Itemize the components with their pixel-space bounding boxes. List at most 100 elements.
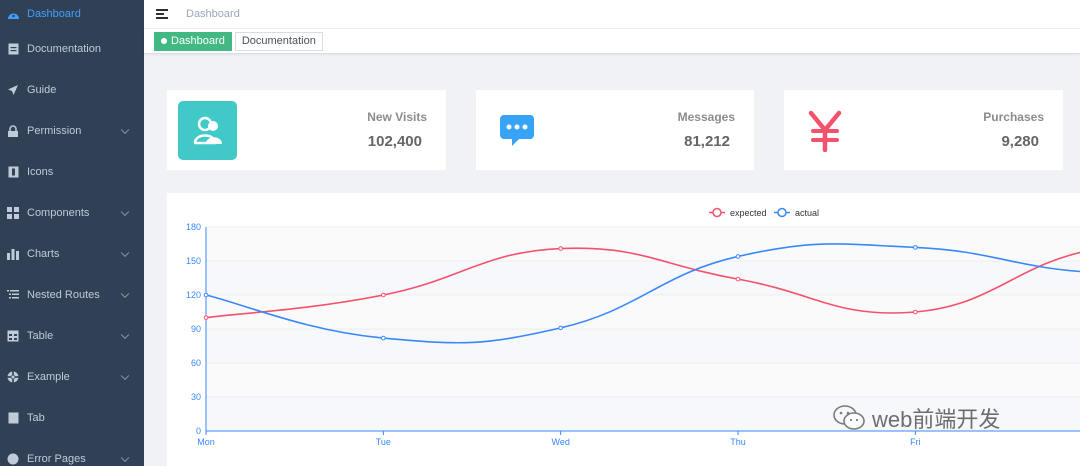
- legend-marker: [712, 207, 722, 218]
- sidebar-item-label: Error Pages: [27, 452, 86, 465]
- y-tick-label: 60: [191, 358, 201, 368]
- y-tick-label: 30: [191, 392, 201, 402]
- data-point-actual: [735, 254, 741, 259]
- sidebar-item-label: Permission: [27, 124, 82, 137]
- sidebar-item-nested-routes[interactable]: Nested Routes: [0, 274, 144, 315]
- y-tick-label: 0: [196, 426, 201, 436]
- sidebar-item-guide[interactable]: Guide: [0, 69, 144, 110]
- tag-label: Dashboard: [171, 35, 225, 47]
- stat-value: 9,280: [1001, 133, 1039, 150]
- stat-card-new-visits[interactable]: New Visits 102,400: [167, 90, 446, 170]
- y-tick-label: 150: [186, 256, 201, 266]
- chevron-down-icon: [120, 207, 130, 216]
- split-area: [206, 261, 1080, 295]
- error-icon: [5, 452, 21, 466]
- x-tick-label: Thu: [730, 437, 746, 447]
- sidebar-item-table[interactable]: Table: [0, 315, 144, 356]
- wechat-icon: [833, 405, 865, 430]
- tag-label: Documentation: [241, 35, 316, 47]
- data-point-expected: [381, 292, 386, 298]
- tag-dashboard[interactable]: Dashboard: [154, 31, 232, 51]
- sidebar-item-label: Components: [27, 206, 90, 219]
- sidebar-item-label: Dashboard: [27, 8, 81, 20]
- watermark-text: web前端开发: [872, 407, 1001, 432]
- legend-marker: [777, 207, 787, 218]
- line-chart-panel: 0306090120150180MonTueWedThuFriSatSunexp…: [167, 193, 1080, 466]
- nested-icon: [5, 288, 21, 302]
- split-area: [206, 295, 1080, 329]
- sidebar-item-permission[interactable]: Permission: [0, 110, 144, 151]
- sidebar-item-components[interactable]: Components: [0, 192, 144, 233]
- x-tick-label: Tue: [376, 437, 391, 447]
- x-tick-label: Wed: [551, 437, 569, 447]
- sidebar-item-label: Icons: [27, 165, 54, 178]
- y-tick-label: 120: [186, 290, 201, 300]
- stat-label: Messages: [677, 110, 735, 124]
- sidebar-item-label: Guide: [27, 83, 57, 96]
- icon-icon: [5, 165, 21, 179]
- sidebar-item-label: Table: [27, 329, 54, 342]
- chevron-down-icon: [120, 453, 130, 462]
- sidebar-item-charts[interactable]: Charts: [0, 233, 144, 274]
- stat-card-purchases[interactable]: Purchases 9,280: [784, 90, 1063, 170]
- data-point-expected: [203, 315, 209, 320]
- stat-label: Purchases: [983, 110, 1044, 124]
- sidebar-item-label: Tab: [27, 411, 45, 424]
- yen-icon: [795, 101, 854, 160]
- sidebar: Dashboard Documentation Guide Permission Ico…: [0, 0, 144, 466]
- chart-icon: [5, 247, 21, 261]
- data-point-actual: [558, 325, 563, 331]
- data-point-actual: [203, 292, 209, 298]
- sidebar-item-label: Charts: [27, 247, 60, 260]
- sidebar-item-dashboard[interactable]: Dashboard: [0, 0, 144, 28]
- active-dot: [161, 38, 167, 44]
- chevron-down-icon: [120, 248, 130, 257]
- y-tick-label: 180: [186, 222, 201, 232]
- sidebar-item-tab[interactable]: Tab: [0, 397, 144, 438]
- sidebar-item-error-pages[interactable]: Error Pages: [0, 438, 144, 466]
- y-tick-label: 90: [191, 324, 201, 334]
- x-tick-label: Fri: [910, 437, 921, 447]
- message-icon: [487, 101, 546, 160]
- data-point-expected: [913, 309, 918, 315]
- split-area: [206, 397, 1080, 431]
- tag-documentation[interactable]: Documentation: [234, 31, 323, 51]
- hamburger-icon[interactable]: [156, 9, 168, 19]
- peoples-icon: [178, 101, 237, 160]
- sidebar-item-documentation[interactable]: Documentation: [0, 28, 144, 69]
- stat-card-messages[interactable]: Messages 81,212: [476, 90, 754, 170]
- stat-value: 81,212: [684, 133, 730, 150]
- data-point-actual: [381, 335, 386, 341]
- chevron-down-icon: [120, 125, 130, 134]
- sidebar-item-example[interactable]: Example: [0, 356, 144, 397]
- data-point-expected: [558, 246, 563, 251]
- lock-icon: [5, 124, 21, 138]
- line-chart: 0306090120150180MonTueWedThuFriSatSunexp…: [186, 207, 1080, 447]
- data-point-actual: [913, 245, 918, 250]
- example-icon: [5, 370, 21, 384]
- watermark: web前端开发: [832, 402, 1000, 434]
- tab-icon: [5, 411, 21, 425]
- stat-value: 102,400: [367, 133, 422, 150]
- chevron-down-icon: [120, 289, 130, 298]
- chevron-down-icon: [120, 371, 130, 380]
- guide-icon: [5, 83, 21, 97]
- navbar: Dashboard: [144, 0, 1080, 29]
- sidebar-item-icons[interactable]: Icons: [0, 151, 144, 192]
- component-icon: [5, 206, 21, 220]
- chevron-down-icon: [120, 330, 130, 339]
- legend-label-actual: actual: [795, 208, 819, 218]
- main-area: Dashboard Dashboard Documentation: [144, 0, 1080, 466]
- breadcrumb[interactable]: Dashboard: [186, 8, 240, 20]
- data-point-expected: [735, 276, 741, 282]
- stat-label: New Visits: [367, 110, 427, 124]
- split-area: [206, 363, 1080, 397]
- sidebar-item-label: Documentation: [27, 42, 101, 55]
- table-icon: [5, 329, 21, 343]
- tags-view: Dashboard Documentation: [144, 29, 1080, 54]
- legend-label-expected: expected: [730, 208, 767, 218]
- sidebar-item-label: Example: [27, 370, 70, 383]
- split-area: [206, 329, 1080, 363]
- dashboard-icon: [5, 7, 21, 21]
- document-icon: [5, 42, 21, 56]
